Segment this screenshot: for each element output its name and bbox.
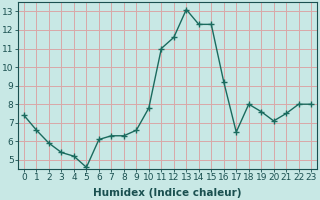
X-axis label: Humidex (Indice chaleur): Humidex (Indice chaleur) xyxy=(93,188,242,198)
